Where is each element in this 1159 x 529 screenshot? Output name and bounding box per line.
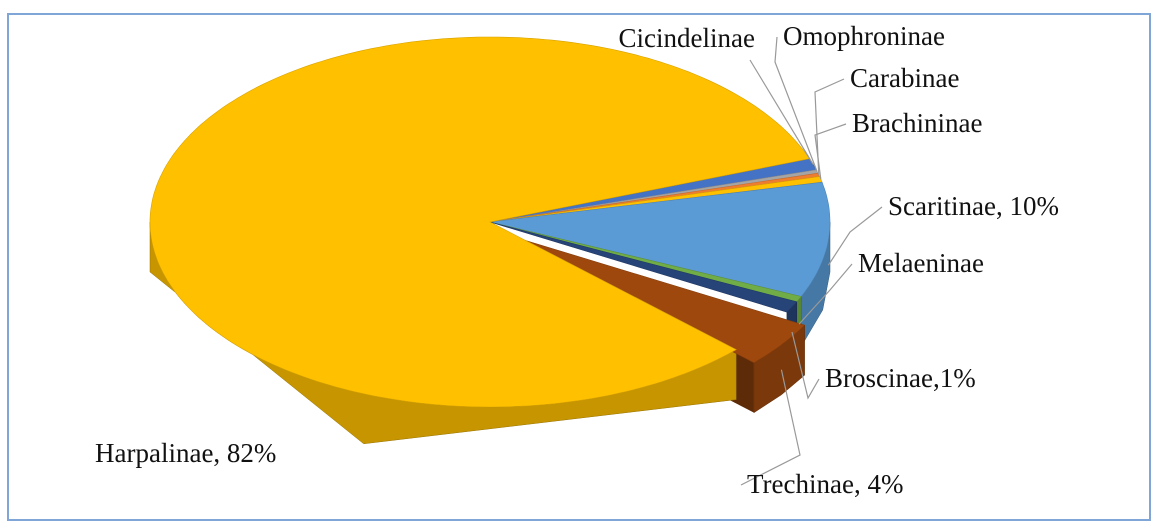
leader-line xyxy=(740,369,801,486)
leader-line xyxy=(814,78,845,175)
data-label: Melaeninae xyxy=(858,248,984,278)
data-label: Harpalinae, 82% xyxy=(95,438,276,468)
slice xyxy=(489,181,831,297)
data-label: Brachininae xyxy=(852,108,982,138)
leader-line xyxy=(798,263,853,325)
leader-line xyxy=(814,123,847,180)
leader-line xyxy=(827,206,883,266)
leader-line xyxy=(774,36,818,172)
data-label: Omophroninae xyxy=(783,21,945,51)
leader-line xyxy=(749,59,814,165)
pie-tops xyxy=(149,36,831,408)
data-label: Broscinae,1% xyxy=(825,363,976,393)
data-label: Scaritinae, 10% xyxy=(888,191,1059,221)
leader-line xyxy=(791,331,820,400)
slice xyxy=(149,36,811,408)
data-label: Cicindelinae xyxy=(619,23,755,53)
data-label: Trechinae, 4% xyxy=(747,469,903,499)
labels: Cicindelinae Omophroninae Carabinae Brachin… xyxy=(95,21,1059,499)
frame xyxy=(7,13,1151,521)
data-label: Carabinae xyxy=(850,63,959,93)
slice xyxy=(489,221,798,313)
slice xyxy=(507,234,806,364)
